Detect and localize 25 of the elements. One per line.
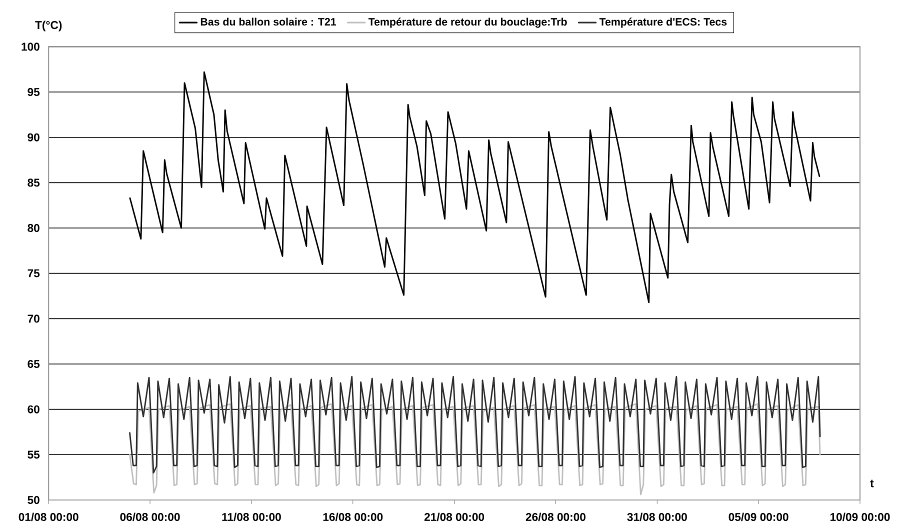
y-tick-label: 85 [28,178,40,187]
x-tick-label: 06/08 00:00 [120,512,180,522]
y-tick-label: 50 [28,496,40,504]
y-tick-label: 70 [28,314,40,323]
x-tick-label: 26/08 00:00 [526,512,586,522]
y-tick-label: 65 [28,360,40,368]
legend-label: Température d'ECS: Tecs [599,18,727,28]
x-tick-label: 31/08 00:00 [627,512,687,522]
x-tick-label: 11/08 00:00 [222,512,281,522]
x-tick-label: 01/08 00:00 [18,512,78,522]
y-tick-label: 80 [28,224,40,232]
x-axis-title: t [870,480,874,488]
y-tick-label: 100 [22,42,40,51]
y-tick-label: 75 [28,269,40,278]
y-tick-label: 55 [28,450,40,459]
y-tick-label: 90 [28,133,40,142]
x-tick-label: 10/09 00:00 [830,512,890,522]
y-tick-label: 95 [28,88,40,96]
y-tick-label: 60 [28,405,40,414]
legend-label: Bas du ballon solaire : T21 [200,18,336,26]
x-tick-label: 16/08 00:00 [323,512,383,522]
x-tick-label: 21/08 00:00 [424,512,484,522]
y-axis-title: T(°C) [35,20,62,32]
legend-label: Température de retour du bouclage:Trb [368,18,567,28]
x-tick-label: 05/09 00:00 [728,512,788,522]
